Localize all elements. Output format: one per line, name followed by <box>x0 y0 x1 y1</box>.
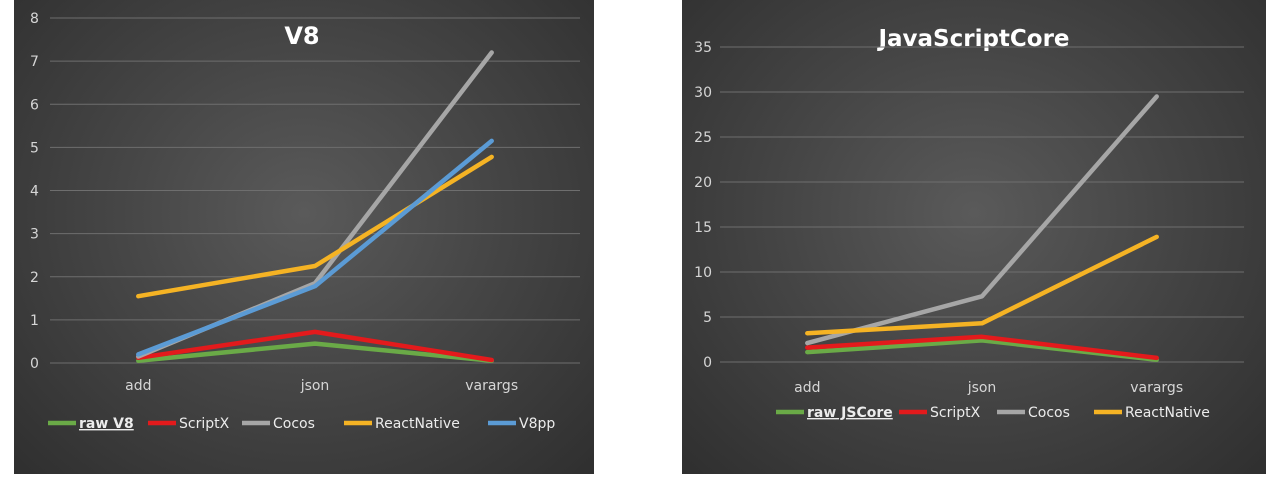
y-tick-label: 4 <box>30 184 39 200</box>
x-tick-label: varargs <box>1130 380 1183 396</box>
legend-label: Cocos <box>1028 405 1070 421</box>
x-tick-label: varargs <box>465 378 518 394</box>
series-line <box>805 338 1159 363</box>
legend-label: Cocos <box>273 416 315 432</box>
y-tick-label: 30 <box>694 85 712 101</box>
legend-label: ScriptX <box>179 416 230 432</box>
series-line <box>805 94 1159 346</box>
legend-label: ReactNative <box>375 416 460 432</box>
legend-label: ReactNative <box>1125 405 1210 421</box>
y-tick-label: 8 <box>30 11 39 27</box>
x-tick-label: json <box>967 380 997 396</box>
y-tick-label: 7 <box>30 54 39 70</box>
series-line <box>136 154 494 299</box>
legend-label: V8pp <box>519 416 555 432</box>
y-tick-label: 10 <box>694 265 712 281</box>
javascriptcore-chart-panel: JavaScriptCore 0 5 10 15 20 25 30 35 add json var… <box>682 0 1266 474</box>
series-line <box>136 50 494 359</box>
y-tick-label: 5 <box>703 310 712 326</box>
javascriptcore-chart: JavaScriptCore 0 5 10 15 20 25 30 35 add json var… <box>694 26 1244 421</box>
chart-title: JavaScriptCore <box>876 26 1069 52</box>
y-tick-label: 3 <box>30 227 39 243</box>
series-line <box>136 138 494 357</box>
x-tick-label: add <box>125 378 151 394</box>
y-tick-label: 15 <box>694 220 712 236</box>
y-tick-label: 25 <box>694 130 712 146</box>
legend-label: ScriptX <box>930 405 981 421</box>
y-tick-label: 20 <box>694 175 712 191</box>
series-line <box>136 341 494 364</box>
legend-label: raw JSCore <box>807 405 893 421</box>
v8-chart: V8 0 1 2 3 4 5 6 7 8 add json varargs raw V8 Script… <box>30 11 580 432</box>
series-line <box>805 334 1159 361</box>
series-line <box>136 329 494 363</box>
legend-label: raw V8 <box>79 416 134 432</box>
chart-title: V8 <box>284 22 319 50</box>
series-line <box>805 234 1159 336</box>
y-tick-label: 0 <box>703 355 712 371</box>
x-tick-label: json <box>300 378 330 394</box>
y-tick-label: 6 <box>30 97 39 113</box>
y-tick-label: 5 <box>30 140 39 156</box>
y-tick-label: 1 <box>30 313 39 329</box>
y-tick-label: 35 <box>694 40 712 56</box>
v8-chart-panel: V8 0 1 2 3 4 5 6 7 8 add json varargs raw V8 Script… <box>14 0 594 474</box>
x-tick-label: add <box>794 380 820 396</box>
y-tick-label: 2 <box>30 270 39 286</box>
y-tick-label: 0 <box>30 356 39 372</box>
